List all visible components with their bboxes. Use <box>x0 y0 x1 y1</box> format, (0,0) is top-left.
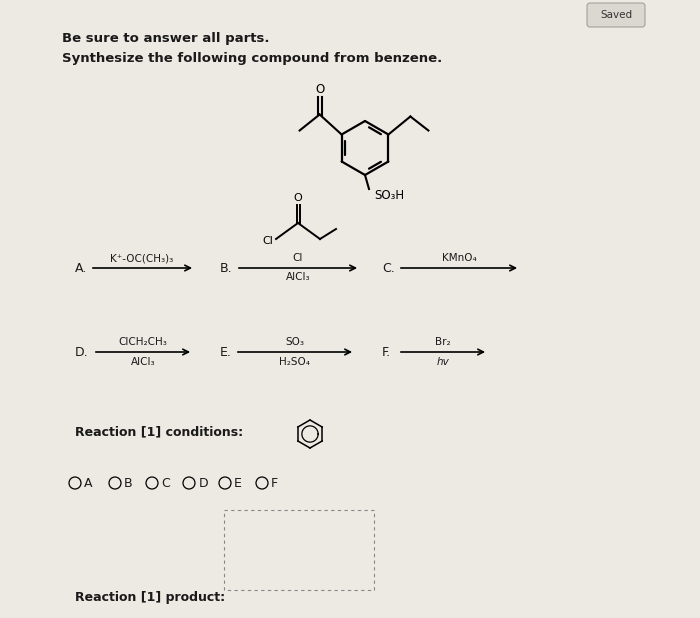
Text: B.: B. <box>220 261 232 274</box>
Text: E.: E. <box>220 345 232 358</box>
Text: SO₃H: SO₃H <box>374 188 404 201</box>
Text: O: O <box>293 193 302 203</box>
Text: D.: D. <box>75 345 89 358</box>
Text: KMnO₄: KMnO₄ <box>442 253 477 263</box>
FancyBboxPatch shape <box>587 3 645 27</box>
Text: hv: hv <box>437 357 449 367</box>
Text: K⁺-OC(CH₃)₃: K⁺-OC(CH₃)₃ <box>111 253 174 263</box>
Text: Reaction [1] product:: Reaction [1] product: <box>75 591 225 604</box>
Text: AlCl₃: AlCl₃ <box>131 357 155 367</box>
Text: ClCH₂CH₃: ClCH₂CH₃ <box>118 337 167 347</box>
Text: F.: F. <box>382 345 391 358</box>
Text: AlCl₃: AlCl₃ <box>286 272 310 282</box>
Text: H₂SO₄: H₂SO₄ <box>279 357 311 367</box>
Text: Saved: Saved <box>600 10 632 20</box>
Text: E: E <box>234 476 242 489</box>
Text: C: C <box>161 476 169 489</box>
Text: Cl: Cl <box>262 236 274 246</box>
Text: C.: C. <box>382 261 395 274</box>
Text: Reaction [1] conditions:: Reaction [1] conditions: <box>75 426 243 439</box>
Text: Synthesize the following compound from benzene.: Synthesize the following compound from b… <box>62 51 442 64</box>
Text: A: A <box>84 476 92 489</box>
Bar <box>224 510 374 590</box>
Text: SO₃: SO₃ <box>286 337 304 347</box>
Text: F: F <box>271 476 278 489</box>
Text: Br₂: Br₂ <box>435 337 451 347</box>
Text: B: B <box>124 476 132 489</box>
Text: O: O <box>315 83 324 96</box>
Text: D: D <box>199 476 209 489</box>
Text: Cl: Cl <box>293 253 303 263</box>
Text: Be sure to answer all parts.: Be sure to answer all parts. <box>62 32 270 44</box>
Text: A.: A. <box>75 261 88 274</box>
